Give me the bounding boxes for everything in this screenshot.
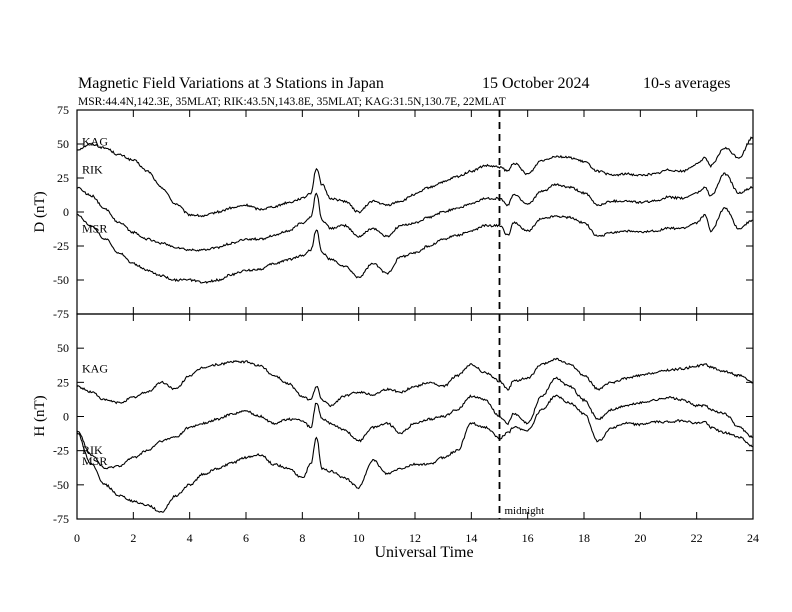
series-label-h-msr: MSR: [82, 454, 107, 468]
ytick-label-h-5: -50: [53, 478, 69, 492]
xtick-label-12: 24: [747, 531, 759, 545]
series-d-msr: [76, 207, 754, 284]
series-label-h-kag: KAG: [82, 361, 108, 375]
series-h-msr: [76, 394, 753, 513]
panel-h-ticks: 50 25 0 -25 -50 -75: [53, 313, 754, 526]
xtick-label-2: 4: [187, 531, 193, 545]
ytick-label-h-1: 50: [57, 341, 69, 355]
xtick-label-7: 14: [465, 531, 477, 545]
ytick-label-d-0: 75: [57, 103, 69, 117]
midnight-label: midnight: [505, 505, 545, 517]
panel-h-frame: [76, 313, 754, 520]
chart-date: 15 October 2024: [482, 75, 590, 92]
ytick-label-h-3: 0: [63, 410, 69, 424]
ytick-label-h-2: 25: [57, 375, 69, 389]
series-label-d-msr: MSR: [82, 222, 107, 236]
xtick-label-3: 6: [243, 531, 249, 545]
chart-averaging: 10-s averages: [643, 75, 731, 92]
xtick-label-1: 2: [130, 531, 136, 545]
ytick-label-h-4: -25: [53, 444, 69, 458]
xtick-label-0: 0: [74, 531, 80, 545]
series-h-kag: [76, 357, 754, 408]
x-axis-label: Universal Time: [374, 544, 473, 561]
ytick-label-d-3: 0: [63, 205, 69, 219]
ytick-label-d-6: -75: [53, 307, 69, 321]
series-h-rik: [76, 376, 754, 470]
chart-title: Magnetic Field Variations at 3 Stations …: [78, 75, 384, 92]
xtick-label-8: 16: [522, 531, 534, 545]
ytick-label-d-1: 50: [57, 137, 69, 151]
xtick-label-6: 12: [409, 531, 421, 545]
panel-h-ylabel: H (nT): [32, 395, 48, 436]
xtick-label-11: 22: [691, 531, 703, 545]
ytick-label-d-4: -25: [53, 239, 69, 253]
xtick-label-4: 8: [299, 531, 305, 545]
panel-d-series: KAG RIK MSR: [76, 134, 754, 284]
xtick-label-10: 20: [634, 531, 646, 545]
panel-d-ticks: 75 50 25 0 -25 -50 -75: [53, 103, 754, 321]
series-d-kag: [76, 136, 754, 218]
series-label-h-rik: RIK: [82, 443, 103, 457]
ytick-label-d-2: 25: [57, 171, 69, 185]
xtick-label-9: 18: [578, 531, 590, 545]
x-axis-ticks: 0 2 4 6 8 10 12 14 16 18 20 22 24: [74, 531, 759, 545]
panel-d-frame: [76, 109, 754, 315]
chart-subtitle: MSR:44.4N,142.3E, 35MLAT; RIK:43.5N,143.…: [78, 96, 506, 108]
ytick-label-d-5: -50: [53, 273, 69, 287]
series-d-rik: [76, 172, 754, 252]
xtick-label-5: 10: [353, 531, 365, 545]
panel-d: 75 50 25 0 -25 -50 -75 KAG RIK MSR D (nT): [32, 103, 754, 321]
series-label-d-rik: RIK: [82, 163, 103, 177]
panel-d-ylabel: D (nT): [32, 191, 48, 232]
ytick-label-h-6: -75: [53, 512, 69, 526]
series-label-d-kag: KAG: [82, 134, 108, 148]
